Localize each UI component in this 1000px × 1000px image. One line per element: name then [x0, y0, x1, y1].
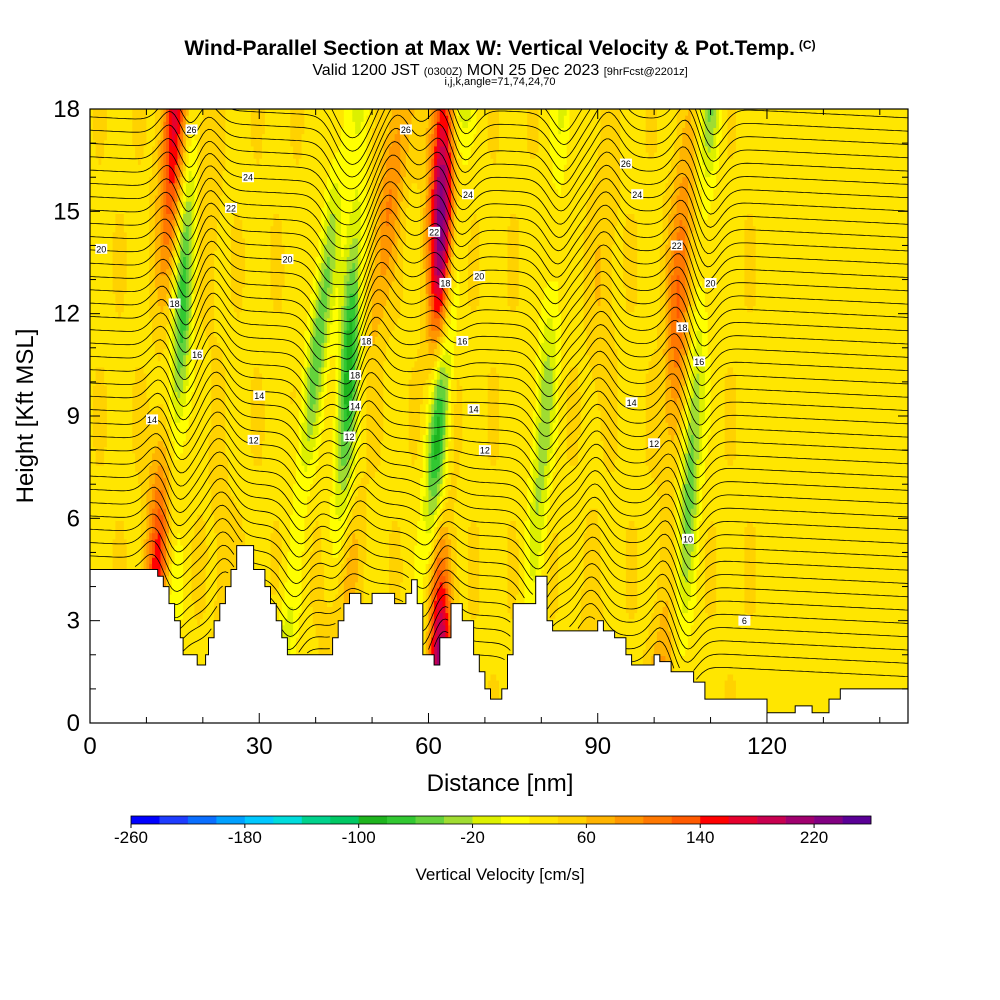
cross-section-chart: 26 26262424 242222222020202018181818181616…	[0, 0, 1000, 1000]
